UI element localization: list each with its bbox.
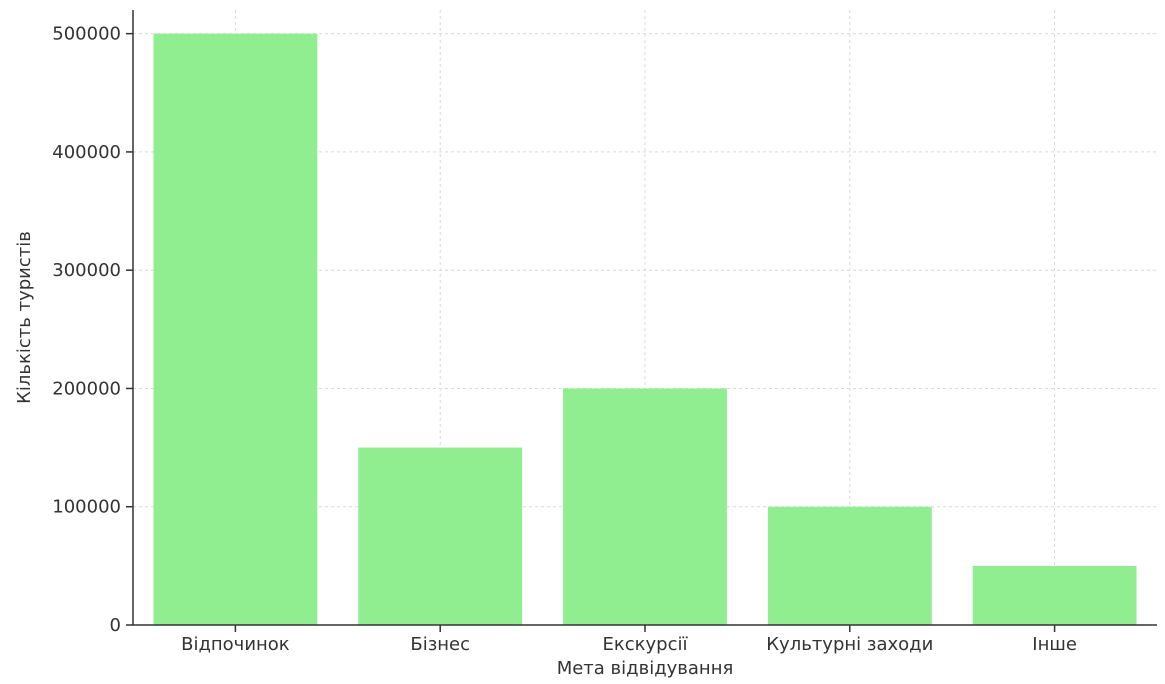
bar (358, 447, 523, 625)
x-ticks: Відпочинок Бізнес Екскурсії Культурні заход… (181, 625, 1077, 655)
bar (767, 506, 932, 625)
y-tick-label: 300000 (52, 260, 121, 281)
x-tick-label: Інше (1032, 634, 1077, 655)
y-tick-label: 100000 (52, 497, 121, 518)
y-ticks: 0 100000 200000 300000 400000 500000 (52, 24, 133, 636)
y-axis-title: Кількість туристів (14, 231, 35, 404)
y-tick-label: 200000 (52, 378, 121, 399)
x-tick-label: Екскурсії (603, 634, 689, 655)
y-tick-label: 400000 (52, 142, 121, 163)
x-axis-title: Мета відвідування (557, 658, 734, 679)
y-tick-label: 500000 (52, 24, 121, 45)
y-tick-label: 0 (110, 615, 121, 636)
x-tick-label: Культурні заходи (766, 634, 933, 655)
bars (153, 33, 1137, 625)
bar (153, 33, 318, 625)
bar (563, 388, 727, 625)
bar (972, 565, 1137, 625)
x-tick-label: Бізнес (410, 634, 470, 655)
x-tick-label: Відпочинок (181, 634, 290, 655)
